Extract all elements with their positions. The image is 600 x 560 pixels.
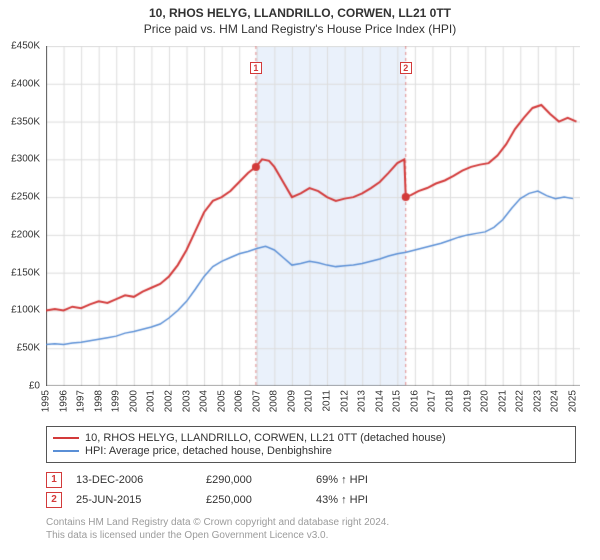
x-tick-label: 2017 [427, 390, 438, 412]
x-tick-label: 2000 [128, 390, 139, 412]
sale-hpi: 69% ↑ HPI [316, 474, 436, 486]
x-tick-label: 2007 [251, 390, 262, 412]
x-tick-label: 2009 [286, 390, 297, 412]
y-tick-label: £250K [11, 192, 40, 203]
x-tick-label: 2013 [357, 390, 368, 412]
x-tick-label: 1997 [76, 390, 87, 412]
x-tick-label: 2010 [304, 390, 315, 412]
x-tick-label: 2014 [374, 390, 385, 412]
y-tick-label: £300K [11, 154, 40, 165]
x-tick-label: 2015 [392, 390, 403, 412]
legend-box: 10, RHOS HELYG, LLANDRILLO, CORWEN, LL21… [46, 426, 576, 463]
footer-line2: This data is licensed under the Open Gov… [46, 529, 389, 542]
x-tick-label: 2016 [409, 390, 420, 412]
x-tick-label: 2012 [339, 390, 350, 412]
y-tick-label: £50K [17, 343, 40, 354]
y-axis-labels: £0£50K£100K£150K£200K£250K£300K£350K£400… [0, 46, 44, 386]
x-tick-label: 2003 [181, 390, 192, 412]
legend-label: HPI: Average price, detached house, Denb… [85, 445, 332, 457]
sale-marker-on-plot: 1 [250, 62, 262, 74]
x-tick-label: 2022 [515, 390, 526, 412]
x-tick-label: 2018 [445, 390, 456, 412]
title-sub: Price paid vs. HM Land Registry's House … [0, 22, 600, 36]
sale-row: 1 13-DEC-2006£290,00069% ↑ HPI [46, 472, 576, 488]
x-tick-label: 1999 [111, 390, 122, 412]
x-tick-label: 2019 [462, 390, 473, 412]
x-tick-label: 1996 [58, 390, 69, 412]
x-tick-label: 2025 [567, 390, 578, 412]
sales-table: 1 13-DEC-2006£290,00069% ↑ HPI 2 25-JUN-201… [46, 468, 576, 512]
sale-row: 2 25-JUN-2015£250,00043% ↑ HPI [46, 492, 576, 508]
legend-item: HPI: Average price, detached house, Denb… [53, 445, 569, 457]
x-tick-label: 2006 [234, 390, 245, 412]
legend-label: 10, RHOS HELYG, LLANDRILLO, CORWEN, LL21… [85, 432, 446, 444]
x-tick-label: 1998 [93, 390, 104, 412]
legend-item: 10, RHOS HELYG, LLANDRILLO, CORWEN, LL21… [53, 432, 569, 444]
x-tick-label: 2023 [532, 390, 543, 412]
x-tick-label: 2011 [322, 390, 333, 412]
x-tick-label: 1995 [41, 390, 52, 412]
sale-price: £250,000 [206, 494, 316, 506]
x-tick-label: 2024 [550, 390, 561, 412]
sale-date: 13-DEC-2006 [76, 474, 206, 486]
line-chart-canvas [46, 46, 580, 386]
y-tick-label: £350K [11, 116, 40, 127]
y-tick-label: £100K [11, 305, 40, 316]
sale-price: £290,000 [206, 474, 316, 486]
x-tick-label: 2005 [216, 390, 227, 412]
x-axis-labels: 1995199619971998199920002001200220032004… [46, 386, 580, 426]
x-tick-label: 2001 [146, 390, 157, 412]
sale-date: 25-JUN-2015 [76, 494, 206, 506]
legend-swatch [53, 437, 79, 439]
x-tick-label: 2020 [480, 390, 491, 412]
y-tick-label: £200K [11, 229, 40, 240]
sale-marker: 1 [46, 472, 62, 488]
y-tick-label: £400K [11, 78, 40, 89]
chart-area: 12 [46, 46, 580, 386]
legend-swatch [53, 450, 79, 452]
y-tick-label: £0 [29, 381, 40, 392]
footer-attribution: Contains HM Land Registry data © Crown c… [46, 516, 389, 542]
sale-marker: 2 [46, 492, 62, 508]
footer-line1: Contains HM Land Registry data © Crown c… [46, 516, 389, 529]
title-main: 10, RHOS HELYG, LLANDRILLO, CORWEN, LL21… [0, 6, 600, 20]
y-tick-label: £450K [11, 41, 40, 52]
x-tick-label: 2008 [269, 390, 280, 412]
x-tick-label: 2021 [497, 390, 508, 412]
title-block: 10, RHOS HELYG, LLANDRILLO, CORWEN, LL21… [0, 0, 600, 36]
sale-marker-on-plot: 2 [400, 62, 412, 74]
sale-hpi: 43% ↑ HPI [316, 494, 436, 506]
x-tick-label: 2004 [199, 390, 210, 412]
y-tick-label: £150K [11, 267, 40, 278]
chart-container: 10, RHOS HELYG, LLANDRILLO, CORWEN, LL21… [0, 0, 600, 560]
x-tick-label: 2002 [163, 390, 174, 412]
